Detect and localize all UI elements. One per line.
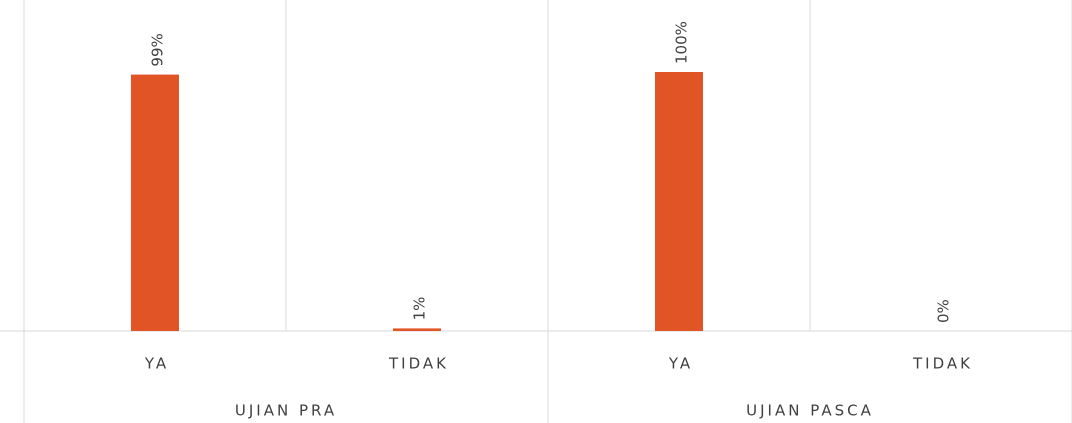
group-label: UJIAN PASCA <box>746 402 874 420</box>
x-tick-label: TIDAK <box>388 355 449 373</box>
x-tick-label: TIDAK <box>912 355 973 373</box>
bar <box>131 74 179 331</box>
group-label: UJIAN PRA <box>235 402 337 420</box>
x-tick-label: YA <box>668 355 693 373</box>
bar <box>655 72 703 331</box>
data-label: 1% <box>411 297 429 321</box>
data-label: 0% <box>935 299 953 323</box>
x-tick-label: YA <box>144 355 169 373</box>
data-label: 100% <box>673 21 691 64</box>
data-label: 99% <box>149 33 167 66</box>
bar <box>393 328 441 331</box>
